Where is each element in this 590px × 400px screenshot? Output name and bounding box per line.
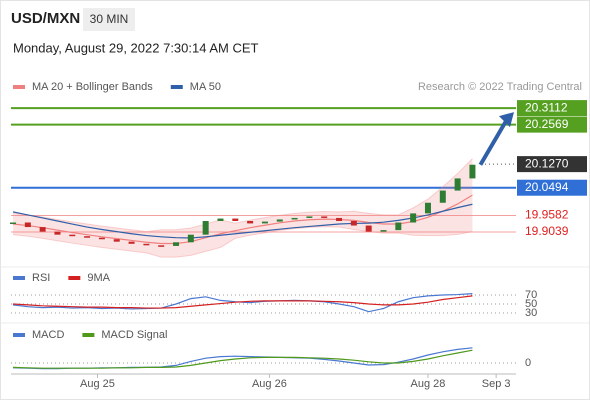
candle [365, 225, 372, 232]
legend-label: MACD Signal [101, 329, 167, 341]
target-arrow [478, 120, 508, 166]
y-tick-label: 30 [525, 307, 537, 319]
indicator-line [12, 295, 473, 309]
y-tick-label: 70 [525, 289, 537, 301]
level-label: 20.3112 [525, 100, 568, 114]
candle [39, 227, 46, 232]
candle [439, 190, 446, 203]
candle [454, 178, 461, 191]
level-label-box [517, 100, 587, 117]
legend-label: 9MA [87, 272, 110, 284]
x-tick-label: Aug 28 [411, 378, 446, 390]
candle [173, 242, 180, 246]
y-tick-label: 0 [525, 357, 531, 369]
candle [69, 234, 76, 237]
candle [410, 213, 417, 223]
level-label: 19.9039 [525, 224, 569, 238]
candle [291, 217, 298, 220]
bollinger-band [13, 158, 473, 258]
candle [24, 222, 31, 228]
level-label: 20.0494 [525, 180, 569, 194]
candle [306, 216, 313, 218]
level-label: 20.1270 [525, 156, 569, 170]
legend-label: MA 20 + Bollinger Bands [32, 81, 153, 93]
legend-label: RSI [32, 272, 50, 284]
level-label-box [517, 179, 587, 196]
level-label: 19.9582 [525, 208, 569, 222]
target-arrowhead [499, 112, 514, 128]
indicator-line [12, 293, 473, 313]
y-tick-label: 50 [525, 298, 537, 310]
candle [128, 241, 135, 244]
candle [321, 216, 328, 218]
candle [232, 218, 239, 221]
timestamp: Monday, August 29, 2022 7:30:14 AM CET [13, 40, 259, 55]
candle [261, 221, 268, 224]
bollinger-lower [12, 226, 473, 258]
candle [276, 219, 283, 222]
candle [10, 222, 16, 225]
candle [84, 236, 91, 238]
candle [202, 220, 209, 235]
credit: Research © 2022 Trading Central [418, 81, 582, 93]
symbol: USD/MXN [11, 10, 80, 27]
interval[interactable]: 30 MIN [90, 12, 129, 26]
x-tick-label: Aug 26 [252, 378, 287, 390]
legend-label: MA 50 [190, 81, 221, 93]
candle [469, 164, 476, 179]
interval-box[interactable] [83, 8, 135, 31]
candle [158, 245, 165, 247]
candle [98, 237, 105, 240]
candle [143, 243, 150, 246]
bollinger-upper [12, 158, 473, 233]
candle [54, 231, 61, 235]
level-label-box [517, 116, 587, 133]
x-tick-label: Sep 3 [482, 378, 511, 390]
candle [187, 234, 194, 243]
indicator-line [12, 349, 473, 369]
candle [247, 220, 254, 224]
x-tick-label: Aug 25 [80, 378, 115, 390]
candle [380, 230, 387, 232]
candle [424, 202, 431, 214]
candle [217, 218, 224, 221]
candle [336, 217, 343, 221]
ma-line [12, 203, 473, 239]
candle [113, 239, 120, 242]
candle [395, 222, 402, 231]
level-label: 20.2569 [525, 117, 569, 131]
candle [350, 220, 357, 226]
legend-label: MACD [32, 329, 64, 341]
level-label-box [517, 156, 587, 173]
